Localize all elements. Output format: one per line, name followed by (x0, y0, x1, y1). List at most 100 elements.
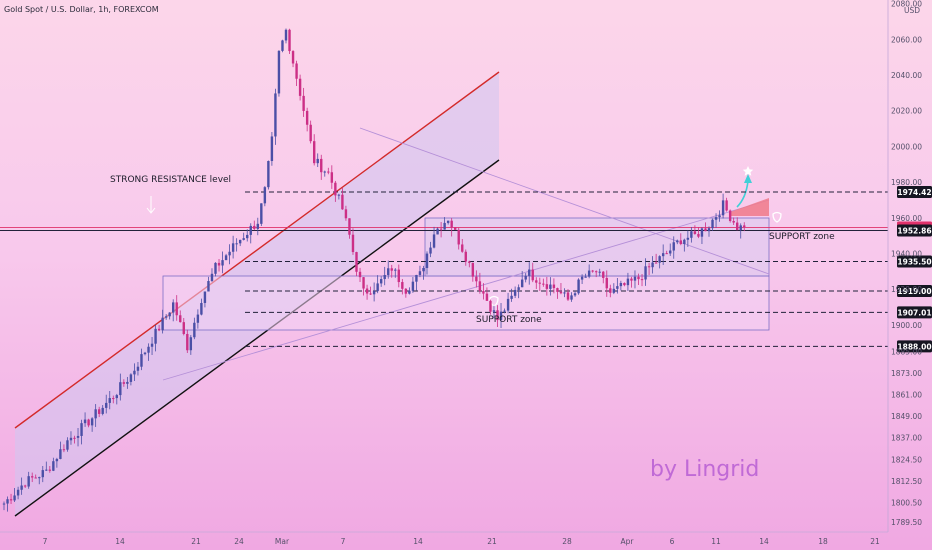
candle-body (129, 374, 133, 382)
candle-body (90, 418, 94, 426)
time-axis-tick: 11 (711, 537, 721, 546)
price-axis-tick: 2080.00 (891, 0, 922, 9)
candle-body (305, 110, 309, 125)
candle-body (115, 395, 118, 399)
candle-body (87, 419, 90, 426)
candle-body (267, 161, 270, 188)
price-tag-label: 1952.86 (897, 227, 931, 236)
candle-body (394, 269, 397, 271)
time-axis-tick: 21 (870, 537, 880, 546)
candle-body (401, 282, 404, 289)
candle-body (327, 171, 330, 173)
candle-body (482, 291, 485, 294)
candle-body (439, 228, 443, 230)
candle-body (736, 222, 739, 231)
candle-body (524, 275, 527, 280)
candle-body (38, 477, 41, 479)
price-axis[interactable]: USD 2080.00 2060.00 2040.00 2020.00 2000.00 1… (891, 0, 922, 527)
candle-body (468, 261, 471, 263)
candle-body (260, 203, 263, 224)
candle-body (358, 271, 362, 278)
candle-body (224, 255, 228, 261)
time-axis[interactable]: 7 14 21 24 Mar 7 14 21 28 Apr 6 11 14 18 21 (43, 537, 880, 546)
time-axis-tick: 21 (191, 537, 201, 546)
support-zone-label-right: SUPPORT zone (769, 232, 835, 242)
candle-body (172, 302, 175, 313)
descending-trendline[interactable] (359, 127, 770, 275)
channel-lower-line[interactable] (14, 159, 500, 517)
candle-body (217, 262, 221, 266)
candle-body (136, 366, 140, 371)
candle-body (630, 278, 633, 281)
candle-body (182, 322, 185, 334)
candle-body (34, 477, 37, 479)
candle-body (73, 437, 76, 439)
candle-body (517, 287, 520, 290)
candle-body (654, 262, 658, 264)
rising-trendline[interactable] (162, 199, 770, 381)
target-star-icon (742, 166, 754, 176)
price-axis-tick: 1885.00 (891, 348, 922, 357)
price-axis-tick: 1960.00 (891, 214, 922, 223)
candle-body (379, 279, 383, 284)
candle-body (52, 461, 55, 471)
candle-body (66, 440, 69, 450)
candle-body (496, 310, 499, 321)
candle-body (587, 270, 591, 277)
candle-body (584, 276, 587, 278)
candle-body (298, 78, 302, 96)
consolidation-rectangle[interactable] (424, 217, 770, 277)
candle-body (397, 269, 400, 283)
support-zone-rectangle[interactable] (162, 275, 770, 331)
candle-body (743, 225, 746, 228)
candle-body (640, 279, 644, 281)
candle-body (566, 292, 570, 300)
time-axis-tick: 21 (487, 537, 497, 546)
pointer-arrow-icon (146, 196, 156, 214)
channel-upper-line[interactable] (14, 71, 500, 429)
price-axis-tick: 2060.00 (891, 35, 922, 44)
candle-body (520, 279, 524, 288)
candle-body (108, 398, 111, 403)
candle-body (418, 271, 422, 275)
candle-body (683, 239, 686, 245)
candle-body (721, 200, 725, 216)
candle-body (143, 352, 147, 355)
time-axis-tick: 7 (341, 537, 346, 546)
candle-body (669, 250, 672, 254)
price-tag-label: 1974.42 (897, 188, 931, 197)
candle-body (415, 274, 418, 282)
price-axis-tick: 1837.00 (891, 433, 922, 442)
candle-body (13, 495, 16, 501)
candle-body (122, 382, 126, 384)
candle-body (270, 136, 274, 162)
candle-body (605, 277, 608, 289)
candle-body (528, 269, 531, 276)
candle-body (672, 242, 675, 251)
candle-body (186, 333, 189, 351)
candle-body (570, 295, 573, 300)
candle-body (221, 260, 224, 266)
candle-body (408, 290, 411, 294)
price-axis-tick: 1980.00 (891, 178, 922, 187)
candle-body (207, 281, 210, 292)
support-zone-label-lower: SUPPORT zone (476, 315, 542, 325)
candle-body (633, 276, 637, 281)
candle-body (105, 402, 108, 408)
candle-body (542, 283, 545, 285)
shield-icon-right (772, 211, 782, 223)
time-axis-tick: 18 (818, 537, 828, 546)
candle-body (112, 398, 115, 400)
time-axis-tick: 28 (562, 537, 572, 546)
price-axis-tick: 1812.50 (891, 477, 922, 486)
candle-body (189, 337, 193, 351)
candle-body (661, 253, 665, 257)
candle-body (157, 328, 161, 331)
candle-body (549, 284, 552, 289)
price-axis-tick: 1920.00 (891, 285, 922, 294)
candle-body (563, 292, 566, 294)
price-tag-1907-01 (897, 306, 932, 319)
candle-body (432, 234, 436, 248)
